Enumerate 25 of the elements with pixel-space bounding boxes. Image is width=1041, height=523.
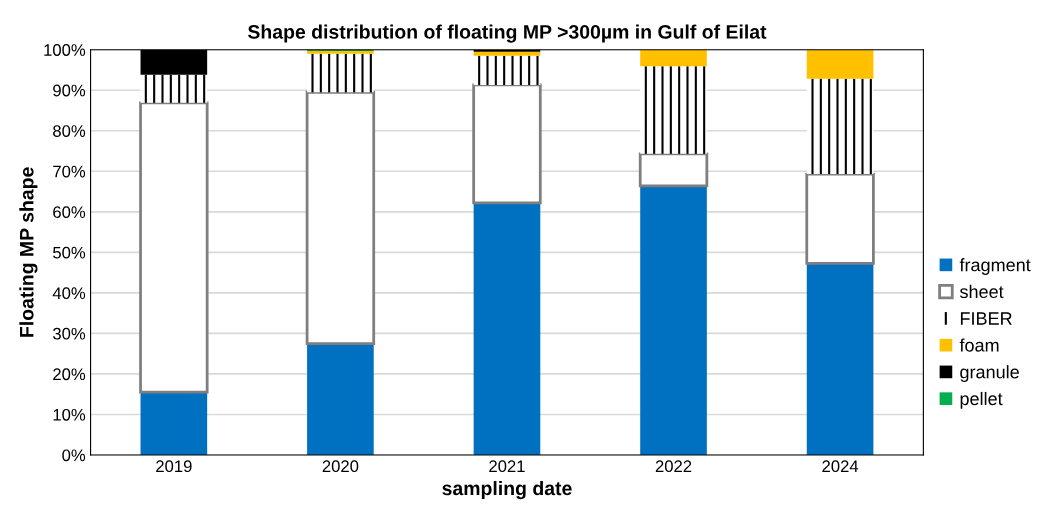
y-tick-label: 50% xyxy=(53,246,86,259)
legend-label: pellet xyxy=(960,391,1003,409)
y-tick-label: 90% xyxy=(53,84,86,97)
x-tick-label: 2021 xyxy=(489,460,525,473)
legend-label: granule xyxy=(960,365,1019,382)
y-tick-label: 60% xyxy=(53,206,86,219)
legend-label: foam xyxy=(959,338,999,352)
y-tick-label: 70% xyxy=(53,165,86,178)
y-axis-title: Floating MP shape xyxy=(19,167,38,337)
y-tick-label: 30% xyxy=(52,327,86,340)
legend-label: FIBER xyxy=(960,312,1012,325)
y-tick-label: 20% xyxy=(53,368,86,381)
x-tick-label: 2020 xyxy=(322,460,359,473)
x-axis-title: sampling date xyxy=(442,480,572,500)
x-tick-label: 2022 xyxy=(655,460,692,473)
y-tick-label: 80% xyxy=(53,125,86,137)
y-tick-label: 100% xyxy=(44,44,86,56)
legend-label: fragment xyxy=(959,258,1031,275)
chart-title: Shape distribution of floating MP >300µm in Gulf of Eilat xyxy=(247,24,767,43)
x-tick-label: 2024 xyxy=(822,460,859,473)
x-tick-label: 2019 xyxy=(156,460,192,473)
y-tick-label: 40% xyxy=(52,287,86,300)
y-tick-label: 0% xyxy=(62,449,86,462)
legend-label: sheet xyxy=(959,284,1004,299)
y-tick-label: 10% xyxy=(53,408,86,421)
